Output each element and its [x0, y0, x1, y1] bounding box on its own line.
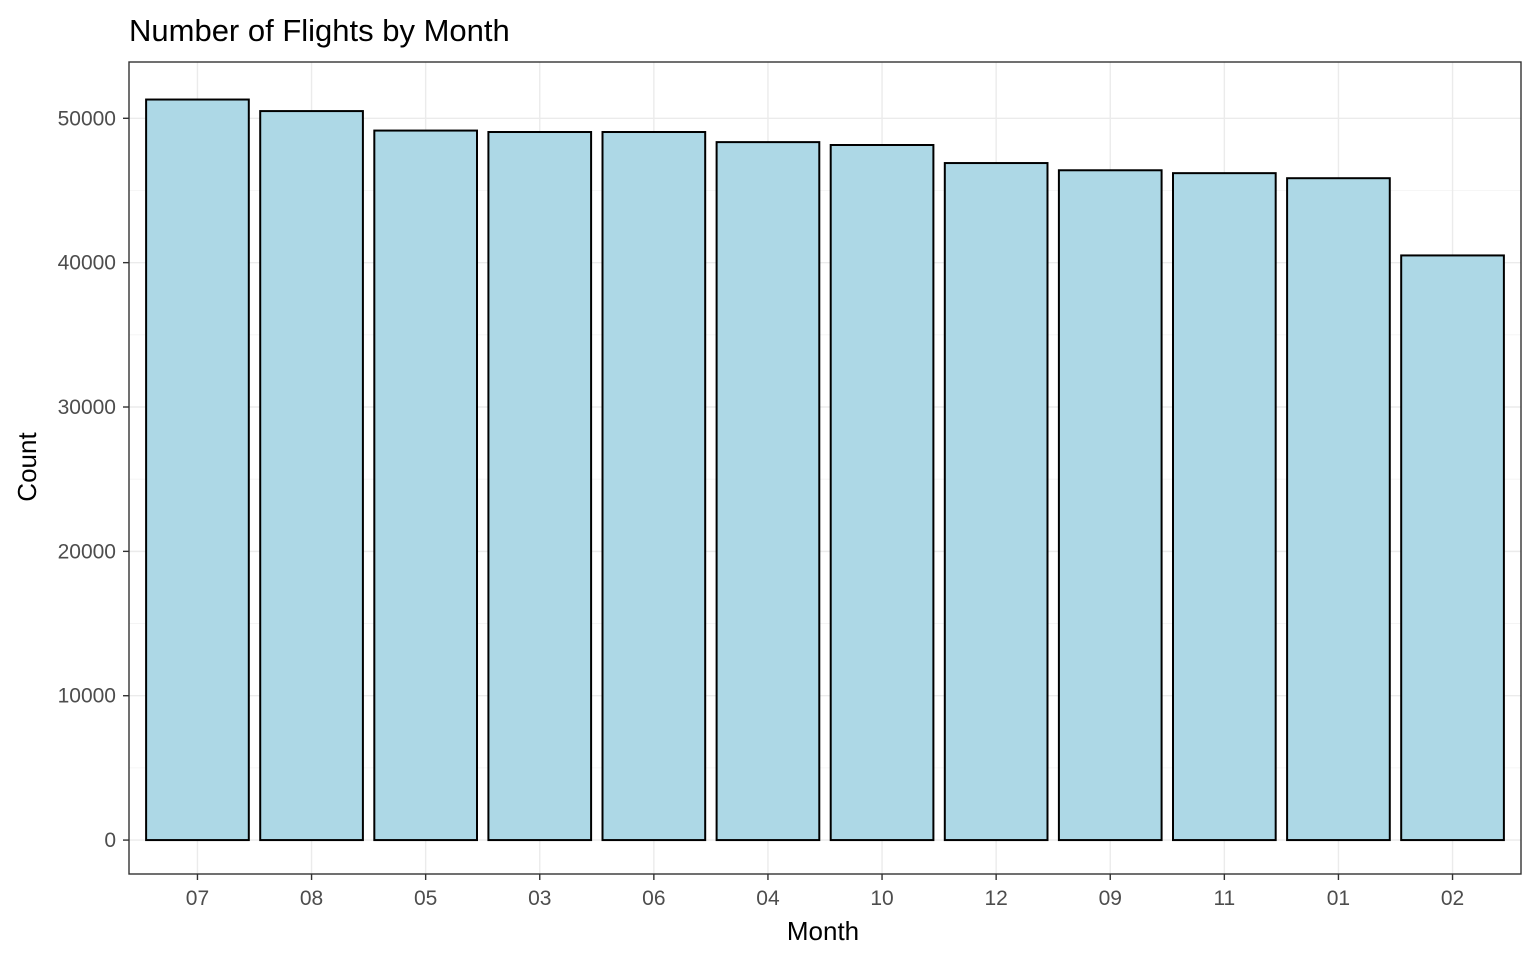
y-tick-label: 40000 [58, 252, 116, 275]
bar-08 [259, 110, 364, 842]
y-tick-label: 0 [104, 829, 116, 852]
x-tick-label: 09 [1099, 887, 1122, 910]
bar-12 [943, 162, 1049, 842]
x-tick-label: 12 [984, 887, 1007, 910]
x-tick-label: 07 [186, 887, 209, 910]
bar-06 [601, 131, 707, 842]
x-tick-label: 03 [528, 887, 551, 910]
x-tick-label: 11 [1213, 887, 1235, 910]
x-axis: 07 08 05 03 06 04 10 12 09 11 01 02 [186, 874, 1464, 910]
y-axis: 0 10000 20000 30000 40000 50000 [58, 107, 129, 852]
bar-03 [487, 131, 593, 842]
bar-10 [829, 144, 935, 842]
bar-01 [1286, 177, 1391, 842]
x-tick-label: 04 [756, 887, 780, 910]
bar-07 [145, 98, 250, 842]
bar-11 [1172, 172, 1277, 842]
bar-09 [1057, 169, 1163, 842]
y-tick-label: 10000 [58, 685, 116, 708]
plot-panel-border [128, 61, 1522, 875]
x-tick-label: 06 [642, 887, 665, 910]
x-axis-title: Month [787, 916, 859, 946]
y-axis-title: Count [12, 432, 42, 502]
bars [145, 98, 1505, 842]
bar-04 [715, 141, 821, 842]
x-tick-label: 08 [300, 887, 323, 910]
y-tick-label: 50000 [58, 107, 116, 130]
bar-05 [373, 129, 478, 842]
y-tick-label: 30000 [58, 396, 116, 419]
y-tick-label: 20000 [58, 540, 116, 563]
x-tick-label: 05 [414, 887, 437, 910]
x-tick-label: 02 [1441, 887, 1464, 910]
chart-title: Number of Flights by Month [129, 13, 510, 48]
bar-02 [1400, 254, 1505, 842]
x-tick-label: 01 [1327, 887, 1350, 910]
x-tick-label: 10 [870, 887, 893, 910]
